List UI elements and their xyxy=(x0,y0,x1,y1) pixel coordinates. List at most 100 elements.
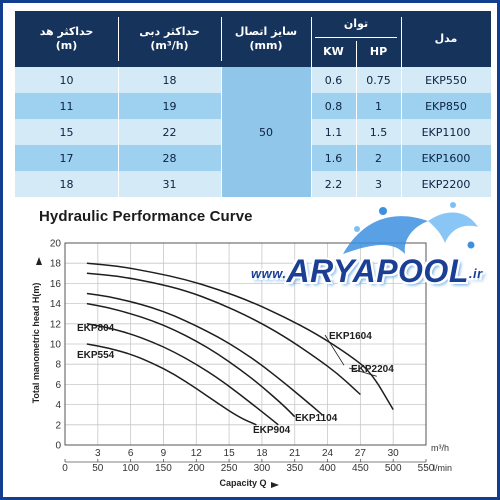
cell-kw: 0.8 xyxy=(324,99,343,113)
series-label-ekp1604: EKP1604 xyxy=(329,331,372,342)
y-tick-label: 2 xyxy=(55,420,61,431)
x-tick-label-lmin: 550 xyxy=(418,463,435,474)
x-tick-label-lmin: 400 xyxy=(319,463,336,474)
cell-head: 11 xyxy=(59,99,74,113)
cell-hp: 3 xyxy=(375,177,382,191)
x-axis-arrow-icon xyxy=(271,482,279,488)
series-label-ekp804: EKP804 xyxy=(77,323,115,334)
cell-model: EKP850 xyxy=(425,99,467,113)
header-model: مدل xyxy=(434,32,458,46)
connection-size-value: 50 xyxy=(221,67,311,197)
series-label-ekp554: EKP554 xyxy=(77,350,115,361)
y-axis-arrow-icon xyxy=(36,257,42,265)
x-tick-label-lmin: 250 xyxy=(221,463,238,474)
y-tick-label: 6 xyxy=(55,380,61,391)
x-unit-lmin: l/min xyxy=(433,463,452,473)
x-tick-label-m3h: 27 xyxy=(355,448,367,459)
x-tick-label-m3h: 15 xyxy=(224,448,236,459)
cell-model: EKP1600 xyxy=(421,151,471,165)
y-tick-label: 0 xyxy=(55,441,61,452)
header-max-head: حداکثر هد (m) xyxy=(39,25,94,52)
cell-flow: 18 xyxy=(162,73,177,87)
header-max-flow: حداکثر دبی (m³/h) xyxy=(139,25,200,52)
chart-curves xyxy=(86,262,394,426)
y-tick-label: 16 xyxy=(50,279,62,290)
header-kw: KW xyxy=(323,45,344,59)
x-tick-label-lmin: 150 xyxy=(155,463,172,474)
cell-hp: 1 xyxy=(375,99,382,113)
cell-flow: 19 xyxy=(162,99,177,113)
header-divider xyxy=(311,17,312,67)
chart-labels: m³/h l/min Capacity Q Total manometric head… xyxy=(31,257,452,488)
cell-head: 17 xyxy=(59,151,74,165)
x-tick-label-m3h: 3 xyxy=(95,448,101,459)
x-tick-label-m3h: 6 xyxy=(128,448,134,459)
column-divider xyxy=(118,67,119,197)
x-axis-label: Capacity Q xyxy=(219,478,266,488)
x-tick-label-lmin: 0 xyxy=(62,463,68,474)
cell-kw: 1.6 xyxy=(324,151,343,165)
cell-flow: 31 xyxy=(162,177,177,191)
series-label-ekp904: EKP904 xyxy=(253,425,291,436)
header-divider xyxy=(221,17,222,61)
y-tick-label: 4 xyxy=(55,400,61,411)
series-label-ekp1104: EKP1104 xyxy=(295,413,338,424)
x-tick-label-lmin: 350 xyxy=(286,463,303,474)
cell-kw: 0.6 xyxy=(324,73,343,87)
label-pointer xyxy=(324,334,345,366)
cell-flow: 22 xyxy=(162,125,177,139)
y-axis-label: Total manometric head H(m) xyxy=(31,283,41,404)
cell-hp: 1.5 xyxy=(369,125,388,139)
x-tick-label-lmin: 200 xyxy=(188,463,205,474)
x-tick-label-m3h: 18 xyxy=(256,448,268,459)
x-tick-label-lmin: 500 xyxy=(385,463,402,474)
cell-flow: 28 xyxy=(162,151,177,165)
spec-table-header: حداکثر هد (m) حداکثر دبی (m³/h) سایز اتص… xyxy=(15,11,491,67)
y-tick-label: 8 xyxy=(55,360,61,371)
curve-ekp1604 xyxy=(86,272,361,396)
cell-head: 18 xyxy=(59,177,74,191)
header-connection-size: سایز اتصال (mm) xyxy=(234,25,298,52)
x-tick-label-lmin: 300 xyxy=(254,463,271,474)
x-tick-label-lmin: 450 xyxy=(352,463,369,474)
column-divider xyxy=(356,67,357,197)
watermark-suffix: .ir xyxy=(468,266,483,282)
watermark-prefix: www. xyxy=(251,266,287,282)
header-divider xyxy=(315,37,397,38)
x-tick-label-m3h: 21 xyxy=(289,448,301,459)
y-tick-label: 20 xyxy=(50,239,62,250)
cell-model: EKP1100 xyxy=(421,125,471,139)
curve-ekp904 xyxy=(86,302,296,418)
curve-ekp554 xyxy=(86,343,257,426)
x-unit-m3h: m³/h xyxy=(431,443,449,453)
cell-model: EKP2200 xyxy=(421,177,471,191)
cell-hp: 0.75 xyxy=(366,73,391,87)
aryapool-watermark: www.ARYAPOOL.ir xyxy=(251,253,483,290)
header-hp: HP xyxy=(369,45,388,59)
x-tick-label-m3h: 12 xyxy=(191,448,203,459)
x-tick-label-lmin: 100 xyxy=(122,463,139,474)
cell-kw: 2.2 xyxy=(324,177,343,191)
cell-head: 10 xyxy=(59,73,74,87)
y-tick-label: 18 xyxy=(50,259,62,270)
plot-border xyxy=(64,242,427,446)
column-divider xyxy=(311,67,312,197)
watermark-main: ARYAPOOL xyxy=(286,253,469,289)
cell-kw: 1.1 xyxy=(324,125,343,139)
header-divider xyxy=(401,17,402,67)
cell-head: 15 xyxy=(59,125,74,139)
label-pointer xyxy=(348,367,377,377)
y-tick-label: 14 xyxy=(50,299,62,310)
column-divider xyxy=(401,67,402,197)
cell-model: EKP550 xyxy=(425,73,467,87)
curve-ekp804 xyxy=(86,323,279,426)
series-label-ekp2204: EKP2204 xyxy=(351,364,394,375)
curve-ekp1104 xyxy=(86,292,323,416)
y-tick-label: 10 xyxy=(50,340,62,351)
x-tick-label-m3h: 24 xyxy=(322,448,334,459)
x-tick-label-m3h: 9 xyxy=(161,448,167,459)
header-power: توان xyxy=(343,17,369,31)
